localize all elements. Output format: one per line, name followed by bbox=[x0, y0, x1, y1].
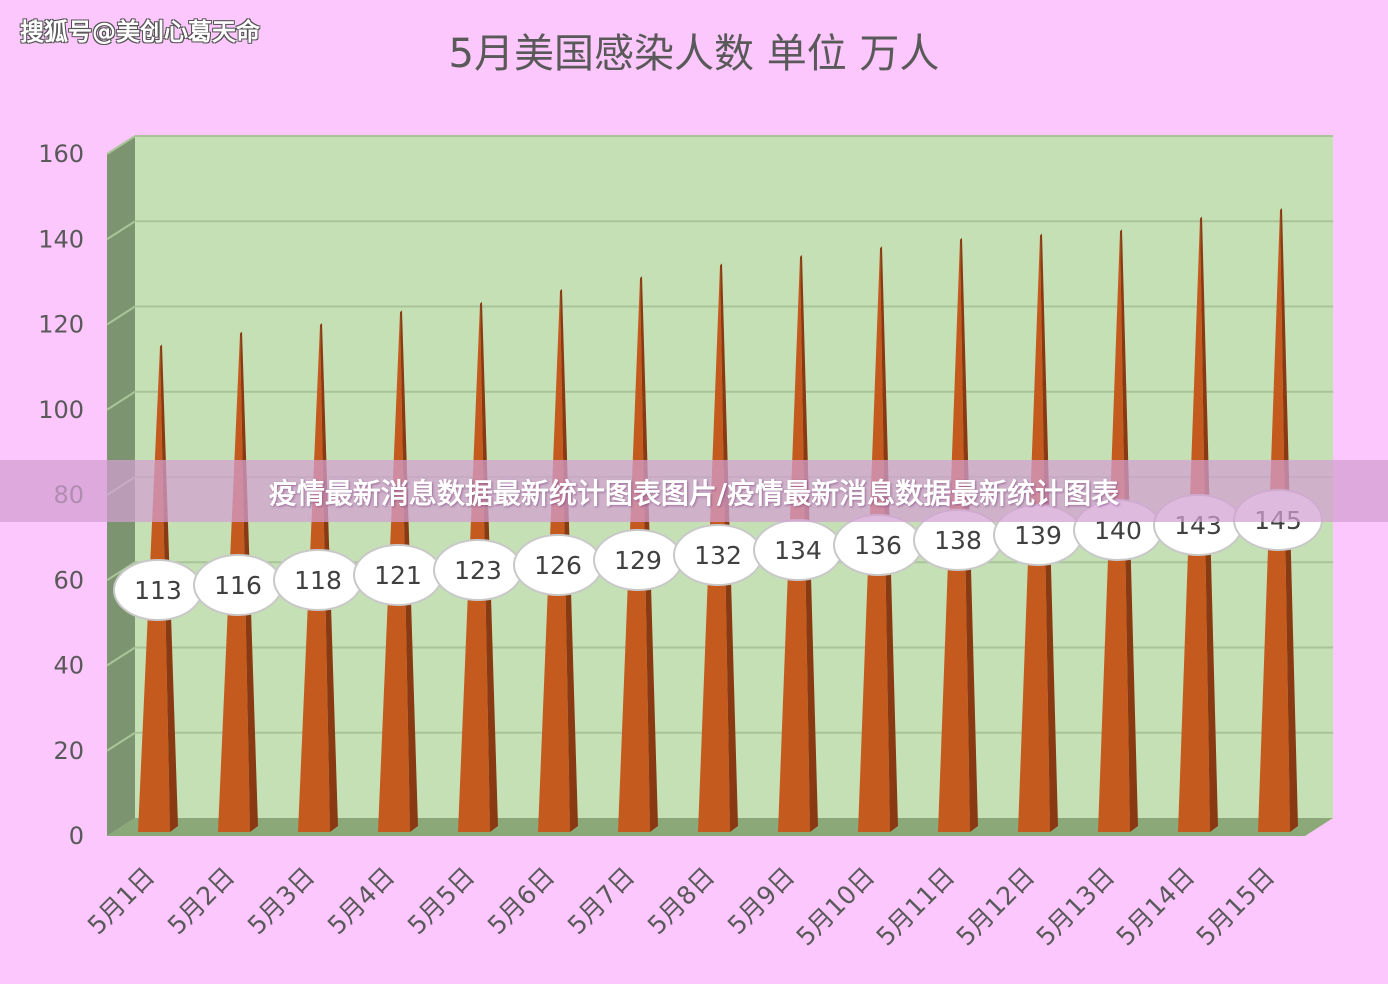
y-tick-label: 120 bbox=[38, 311, 84, 339]
x-tick-label: 5月6日 bbox=[482, 862, 560, 940]
x-tick-label: 5月14日 bbox=[1111, 862, 1201, 952]
watermark: 搜狐号@美创心葛天命 bbox=[20, 18, 260, 46]
data-label-text: 118 bbox=[294, 566, 342, 595]
data-label-text: 123 bbox=[454, 556, 502, 585]
chart-title: 5月美国感染人数 单位 万人 bbox=[449, 31, 940, 77]
data-label: 129 bbox=[593, 529, 683, 591]
x-tick-label: 5月13日 bbox=[1031, 862, 1121, 952]
gridline-side bbox=[106, 731, 136, 752]
gridline-side bbox=[106, 305, 136, 326]
data-label: 116 bbox=[193, 554, 283, 616]
data-label-text: 134 bbox=[774, 536, 822, 565]
x-tick-label: 5月10日 bbox=[791, 862, 881, 952]
gridline-side bbox=[106, 390, 136, 411]
gridline-side bbox=[106, 646, 136, 667]
y-tick-label: 40 bbox=[53, 652, 84, 680]
data-label-text: 121 bbox=[374, 561, 422, 590]
data-label-text: 136 bbox=[854, 531, 902, 560]
gridline-side bbox=[106, 220, 136, 241]
y-tick-label: 160 bbox=[38, 140, 84, 168]
y-tick-label: 60 bbox=[53, 566, 84, 594]
data-label: 121 bbox=[353, 544, 443, 606]
x-tick-label: 5月8日 bbox=[642, 862, 720, 940]
data-label: 118 bbox=[273, 549, 363, 611]
data-label: 136 bbox=[833, 514, 923, 576]
data-label-text: 138 bbox=[934, 526, 982, 555]
overlay-banner-band bbox=[0, 460, 1388, 522]
y-tick-label: 140 bbox=[38, 225, 84, 253]
x-tick-label: 5月9日 bbox=[722, 862, 800, 940]
data-label-text: 116 bbox=[214, 571, 262, 600]
data-label-text: 126 bbox=[534, 551, 582, 580]
x-tick-label: 5月3日 bbox=[242, 862, 320, 940]
data-label-text: 139 bbox=[1014, 521, 1062, 550]
x-tick-label: 5月5日 bbox=[402, 862, 480, 940]
gridline-side bbox=[106, 135, 136, 155]
x-tick-label: 5月15日 bbox=[1191, 862, 1281, 952]
x-tick-label: 5月2日 bbox=[162, 862, 240, 940]
y-tick-label: 100 bbox=[38, 396, 84, 424]
data-label: 132 bbox=[673, 524, 763, 586]
x-tick-label: 5月4日 bbox=[322, 862, 400, 940]
x-tick-label: 5月1日 bbox=[82, 862, 160, 940]
x-tick-label: 5月11日 bbox=[871, 862, 961, 952]
y-tick-label: 20 bbox=[53, 737, 84, 765]
data-label: 113 bbox=[113, 559, 203, 621]
x-tick-label: 5月7日 bbox=[562, 862, 640, 940]
overlay-banner-text: 疫情最新消息数据最新统计图表图片/疫情最新消息数据最新统计图表 bbox=[268, 477, 1120, 510]
data-label: 126 bbox=[513, 534, 603, 596]
gridline-side bbox=[106, 561, 136, 582]
data-label: 134 bbox=[753, 519, 843, 581]
y-tick-label: 0 bbox=[69, 822, 84, 850]
data-label-text: 132 bbox=[694, 541, 742, 570]
x-axis: 5月1日 5月2日 5月3日 5月4日 5月5日 5月6日 5月7日 5月8日 5月9日5月10… bbox=[82, 862, 1280, 952]
data-label-text: 113 bbox=[134, 576, 182, 605]
data-label: 123 bbox=[433, 539, 523, 601]
x-tick-label: 5月12日 bbox=[951, 862, 1041, 952]
data-label-text: 129 bbox=[614, 546, 662, 575]
